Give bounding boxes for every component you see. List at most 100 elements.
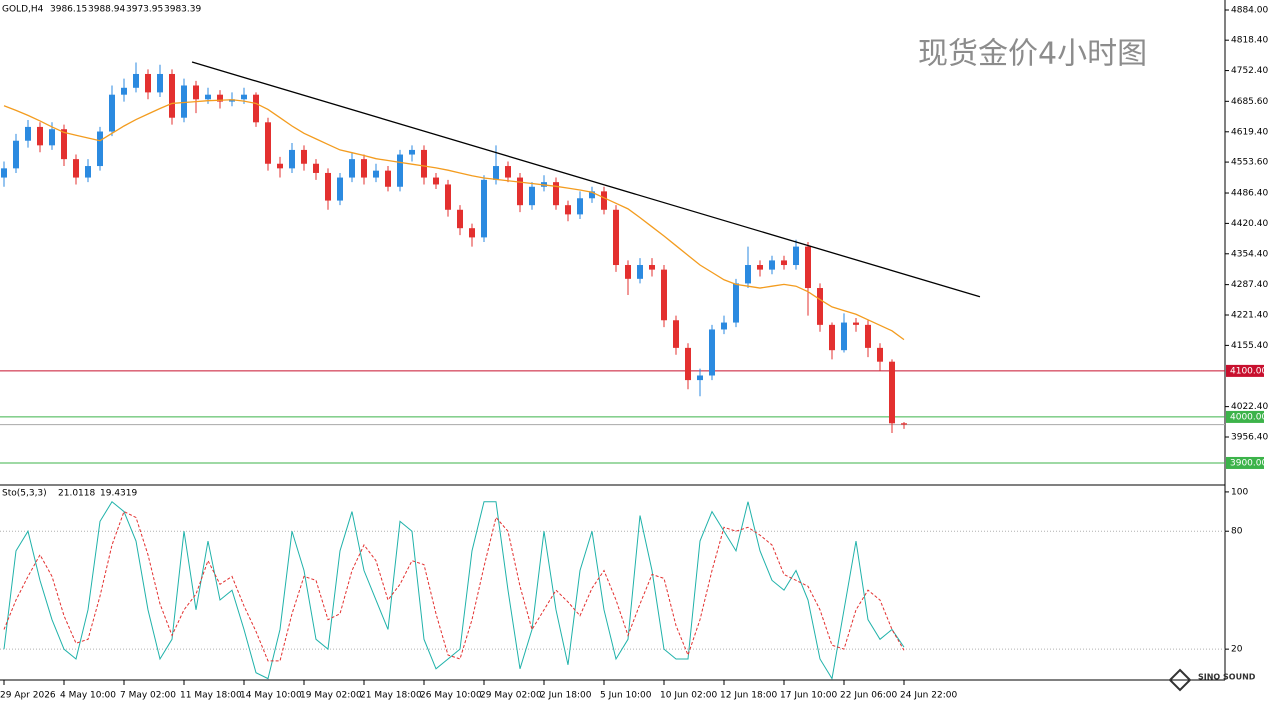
x-tick-label: 17 Jun 10:00 [780, 691, 837, 701]
candle-body [493, 166, 499, 180]
candle-body [169, 73, 175, 118]
x-tick-label: 22 Jun 06:00 [840, 691, 897, 701]
candle-body [97, 131, 103, 167]
candle-body [505, 166, 511, 178]
candle-body [265, 122, 271, 164]
candle-body [241, 94, 247, 100]
y-tick-label: 3956.40 [1231, 432, 1268, 442]
x-tick-label: 26 May 10:00 [420, 691, 482, 701]
candle-body [517, 177, 523, 206]
ohlc-close: 3983.39 [164, 5, 201, 15]
candle-body [445, 184, 451, 210]
y-tick-label: 4685.60 [1231, 97, 1268, 107]
trendline [191, 61, 981, 298]
candle-body [145, 73, 151, 93]
y-tick-label: 4287.40 [1231, 280, 1268, 290]
symbol: GOLD,H4 [2, 5, 44, 15]
candle-body [769, 260, 775, 270]
y-tick-label: 4884.00 [1231, 5, 1268, 15]
indicator-title: Sto(5,3,3) [2, 489, 47, 499]
x-tick-label: 5 Jun 10:00 [600, 691, 652, 701]
candle-body [133, 73, 139, 88]
candle-body [385, 170, 391, 187]
candle-body [817, 288, 823, 325]
candle-body [193, 85, 199, 100]
candle-body [421, 149, 427, 178]
x-tick-label: 14 May 10:00 [240, 691, 302, 701]
candle-body [361, 159, 367, 178]
candle-body [721, 322, 727, 330]
x-tick-label: 12 Jun 18:00 [720, 691, 777, 701]
candle-body [277, 163, 283, 169]
candle-body [325, 172, 331, 201]
candle-body [853, 322, 859, 325]
y-tick-label: 4752.40 [1231, 66, 1268, 76]
candle-body [685, 347, 691, 381]
candle-body [589, 191, 595, 199]
y-tick-label: 4221.40 [1231, 311, 1268, 321]
y-tick-label: 4486.40 [1231, 189, 1268, 199]
candle-body [793, 246, 799, 266]
candle-body [157, 73, 163, 93]
y-tick-label: 4354.40 [1231, 249, 1268, 259]
candle-body [253, 94, 259, 123]
ohlc-open: 3986.15 [50, 5, 87, 15]
candle-body [625, 265, 631, 279]
x-tick-label: 2 Jun 18:00 [540, 691, 592, 701]
y-tick-label: 4022.40 [1231, 402, 1268, 412]
candle-body [733, 283, 739, 323]
candle-body [229, 99, 235, 102]
candle-body [301, 149, 307, 164]
candle-body [25, 126, 31, 141]
level-label-box [1226, 456, 1264, 469]
candle-body [349, 159, 355, 178]
candle-body [433, 177, 439, 185]
logo: SINO SOUND [1168, 668, 1256, 692]
indicator-main-value: 21.0118 [58, 489, 95, 499]
candle-body [577, 198, 583, 215]
candle-body [601, 191, 607, 210]
watermark: SINO SOUND [1198, 673, 1256, 682]
candle-body [13, 140, 19, 169]
y-tick-label: 4619.40 [1231, 127, 1268, 137]
indicator-line [3, 500, 905, 681]
x-tick-label: 11 May 18:00 [180, 691, 242, 701]
candle-body [85, 166, 91, 178]
candle-body [73, 159, 79, 178]
level-label-box [1226, 410, 1264, 423]
candle-body [529, 186, 535, 206]
candle-body [613, 209, 619, 266]
candle-body [49, 129, 55, 146]
candle-body [553, 182, 559, 206]
candle-body [745, 265, 751, 284]
y-tick-label: 20 [1231, 645, 1243, 655]
level-label: 4100.00 [1230, 366, 1267, 376]
x-tick-label: 29 Apr 2026 [0, 691, 56, 701]
y-tick-label: 100 [1231, 487, 1248, 497]
candle-body [805, 246, 811, 289]
candle-body [637, 265, 643, 279]
y-tick-label: 4553.60 [1231, 158, 1268, 168]
x-tick-label: 4 May 10:00 [60, 691, 116, 701]
candle-body [313, 163, 319, 173]
candle-body [709, 329, 715, 376]
chart-title: 现货金价4小时图 [918, 37, 1147, 72]
x-tick-label: 10 Jun 02:00 [660, 691, 717, 701]
candle-body [61, 129, 67, 160]
candle-body [757, 265, 763, 270]
candle-body [121, 87, 127, 95]
candle-body [481, 179, 487, 238]
candle-body [109, 94, 115, 132]
candle-body [889, 361, 895, 424]
level-label-box [1226, 364, 1264, 377]
candle-body [397, 154, 403, 187]
candle-body [1, 168, 7, 178]
moving-average [3, 99, 905, 341]
y-tick-label: 80 [1231, 527, 1243, 537]
candle-body [781, 260, 787, 266]
x-tick-label: 21 May 18:00 [360, 691, 422, 701]
level-label: 4000.00 [1230, 412, 1267, 422]
indicator-line [3, 510, 905, 662]
y-tick-label: 4155.40 [1231, 341, 1268, 351]
